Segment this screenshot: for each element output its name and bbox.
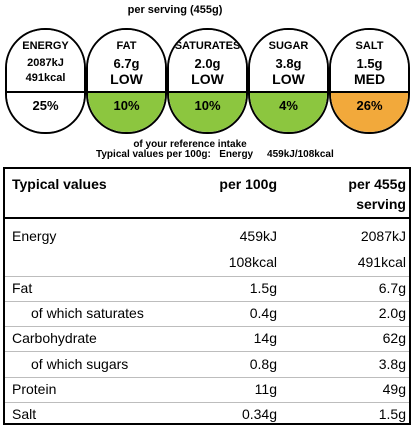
row-per-100g: 1.5g bbox=[249, 280, 277, 296]
header-typical-values: Typical values bbox=[12, 176, 107, 192]
row-per-serving: 491kcal bbox=[357, 254, 406, 270]
typical-energy-label: Energy bbox=[219, 149, 254, 160]
fat-amount: 6.7g bbox=[113, 56, 140, 71]
row-per-serving: 1.5g bbox=[378, 406, 406, 422]
row-per-100g: 11g bbox=[254, 381, 277, 397]
saturates-amount: 2.0g bbox=[194, 56, 221, 71]
energy-name: ENERGY bbox=[22, 40, 69, 52]
typical-energy-value: 459kJ/108kcal bbox=[267, 149, 334, 160]
serving-size-header: per serving (455g) bbox=[127, 4, 223, 16]
salt-level: MED bbox=[353, 71, 386, 87]
energy-kj: 2087kJ bbox=[27, 57, 64, 69]
row-divider bbox=[5, 351, 409, 352]
row-divider bbox=[5, 326, 409, 327]
row-label: of which saturates bbox=[31, 305, 144, 321]
sugar-amount: 3.8g bbox=[275, 56, 302, 71]
row-per-serving: 62g bbox=[382, 330, 406, 346]
header-per-100g: per 100g bbox=[219, 176, 277, 192]
front-of-pack-label: ENERGY 2087kJ 491kcal 25% FAT 6.7g LOW 1… bbox=[5, 28, 410, 134]
fat-level: LOW bbox=[110, 71, 143, 87]
table-row-carbohydrate: Carbohydrate 14g 62g bbox=[5, 327, 409, 352]
fat-segment: FAT 6.7g LOW 10% bbox=[86, 28, 167, 134]
row-label: of which sugars bbox=[31, 356, 129, 372]
energy-percent: 25% bbox=[7, 93, 84, 132]
sugar-name: SUGAR bbox=[268, 40, 309, 52]
row-per-serving: 2087kJ bbox=[360, 228, 406, 244]
table-header-row: Typical values per 100g per 455g bbox=[5, 173, 409, 198]
table-row-salt: Salt 0.34g 1.5g bbox=[5, 403, 409, 428]
row-per-serving: 2.0g bbox=[378, 305, 406, 321]
saturates-name: SATURATES bbox=[174, 40, 241, 52]
saturates-percent: 10% bbox=[169, 93, 246, 132]
fat-percent: 10% bbox=[88, 93, 165, 132]
salt-segment: SALT 1.5g MED 26% bbox=[329, 28, 410, 134]
header-divider bbox=[5, 217, 409, 219]
sugar-percent: 4% bbox=[250, 93, 327, 132]
reference-intake-caption: of your reference intake bbox=[133, 139, 247, 150]
saturates-level: LOW bbox=[191, 71, 224, 87]
row-per-serving: 49g bbox=[382, 381, 406, 397]
salt-percent: 26% bbox=[331, 93, 408, 132]
row-divider bbox=[5, 276, 409, 277]
sugar-segment: SUGAR 3.8g LOW 4% bbox=[248, 28, 329, 134]
typical-values-label: Typical values per 100g: bbox=[96, 149, 211, 160]
nutrition-table: Typical values per 100g per 455g serving… bbox=[3, 167, 411, 425]
row-per-serving: 6.7g bbox=[378, 280, 406, 296]
table-row-protein: Protein 11g 49g bbox=[5, 378, 409, 403]
row-per-100g: 0.8g bbox=[249, 356, 277, 372]
row-label: Salt bbox=[12, 406, 37, 422]
row-per-100g: 108kcal bbox=[228, 254, 277, 270]
table-row-energy-kcal: 108kcal 491kcal bbox=[5, 251, 409, 276]
row-per-serving: 3.8g bbox=[378, 356, 406, 372]
salt-amount: 1.5g bbox=[356, 56, 383, 71]
energy-segment: ENERGY 2087kJ 491kcal 25% bbox=[5, 28, 86, 134]
fat-name: FAT bbox=[116, 40, 137, 52]
table-row-energy: Energy 459kJ 2087kJ bbox=[5, 225, 409, 250]
row-label: Carbohydrate bbox=[12, 330, 97, 346]
row-divider bbox=[5, 402, 409, 403]
table-row-saturates: of which saturates 0.4g 2.0g bbox=[5, 302, 409, 327]
row-label: Energy bbox=[12, 228, 57, 244]
row-per-100g: 14g bbox=[253, 330, 277, 346]
row-label: Fat bbox=[12, 280, 33, 296]
header-serving: serving bbox=[356, 196, 406, 212]
typical-values-line: Typical values per 100g: Energy 459kJ/10… bbox=[96, 149, 334, 160]
table-row-fat: Fat 1.5g 6.7g bbox=[5, 277, 409, 302]
energy-kcal: 491kcal bbox=[25, 72, 66, 84]
row-label: Protein bbox=[12, 381, 57, 397]
row-per-100g: 0.4g bbox=[249, 305, 277, 321]
header-per-serving: per 455g bbox=[348, 176, 406, 192]
sugar-level: LOW bbox=[272, 71, 305, 87]
saturates-segment: SATURATES 2.0g LOW 10% bbox=[167, 28, 248, 134]
row-divider bbox=[5, 377, 409, 378]
row-per-100g: 0.34g bbox=[241, 406, 277, 422]
salt-name: SALT bbox=[355, 40, 384, 52]
row-divider bbox=[5, 301, 409, 302]
table-row-sugars: of which sugars 0.8g 3.8g bbox=[5, 353, 409, 378]
table-header-row-2: serving bbox=[5, 193, 409, 218]
row-per-100g: 459kJ bbox=[239, 228, 277, 244]
